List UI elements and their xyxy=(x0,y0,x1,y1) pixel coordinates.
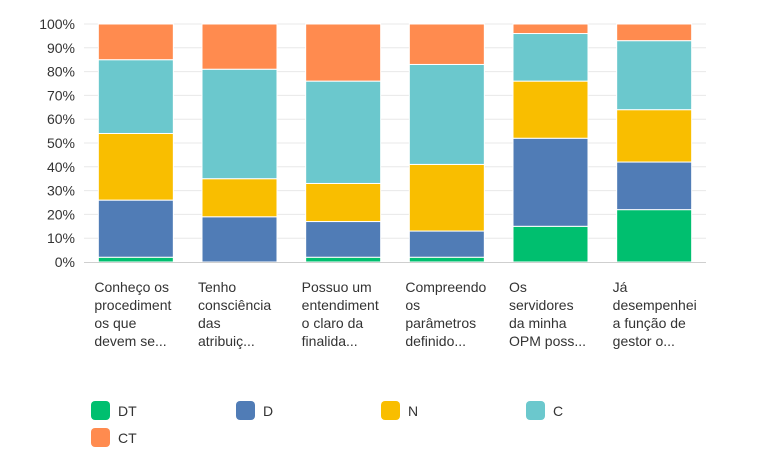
x-category-label-line: desempenhei xyxy=(612,297,697,313)
legend-swatch xyxy=(91,428,110,447)
bar-segment-c[interactable] xyxy=(97,59,174,134)
legend-swatch xyxy=(381,401,400,420)
y-tick-label: 0% xyxy=(55,254,75,270)
x-category-label-line: os que xyxy=(94,315,137,331)
bar-stack xyxy=(97,23,174,263)
x-category-label-line: entendiment xyxy=(301,297,379,313)
x-category-label-line: a função de xyxy=(612,315,686,331)
x-category-label-line: Possuo um xyxy=(301,279,372,295)
x-category-label-line: OPM poss... xyxy=(509,333,587,349)
bar-segment-dt[interactable] xyxy=(408,256,485,263)
legend-swatch xyxy=(91,401,110,420)
y-axis-ticks: 0% 10% 20% 30% 40% 50% 60% 70% 80% 90% 100% xyxy=(39,16,75,270)
legend-item-dt[interactable]: DT xyxy=(91,401,137,420)
x-category-label-line: Os xyxy=(509,279,527,295)
x-category-label: Tenho consciência das atribuiç... xyxy=(198,278,290,350)
bar-segment-dt[interactable] xyxy=(97,256,174,263)
x-category-label-line: consciência xyxy=(198,297,272,313)
legend-item-ct[interactable]: CT xyxy=(91,428,137,447)
y-tick-label: 80% xyxy=(47,64,75,80)
x-category-label: Já desempenhei a função de gestor o... xyxy=(613,278,705,350)
gridlines xyxy=(84,23,706,239)
y-tick-label: 70% xyxy=(47,87,75,103)
bar-segment-d[interactable] xyxy=(201,216,278,263)
y-tick-label: 40% xyxy=(47,159,75,175)
x-category-label-line: devem se... xyxy=(94,333,167,349)
x-category-label: Conheço os procediment os que devem se... xyxy=(94,278,186,350)
bar-segment-n[interactable] xyxy=(512,80,589,139)
bar-segment-d[interactable] xyxy=(97,199,174,258)
x-category-label-line: Compreendo xyxy=(405,279,487,295)
bar-segment-ct[interactable] xyxy=(201,23,278,70)
x-category-label-line: Conheço os xyxy=(94,279,170,295)
x-category-label: Compreendo os parâmetros definido... xyxy=(405,278,497,350)
legend-item-d[interactable]: D xyxy=(236,401,273,420)
bar-segment-n[interactable] xyxy=(616,109,693,163)
x-category-label-line: definido... xyxy=(405,333,467,349)
bar-segment-ct[interactable] xyxy=(512,23,589,35)
x-category-label-line: Tenho xyxy=(198,279,237,295)
bar-segment-ct[interactable] xyxy=(305,23,382,82)
bar-segment-d[interactable] xyxy=(305,221,382,258)
x-category-label: Os servidores da minha OPM poss... xyxy=(509,278,601,350)
bar-segment-dt[interactable] xyxy=(512,225,589,263)
legend-swatch xyxy=(526,401,545,420)
x-category-label-line: os xyxy=(405,297,421,313)
legend-label: D xyxy=(263,402,274,419)
legend-label: CT xyxy=(118,429,137,446)
bar-segment-c[interactable] xyxy=(616,40,693,111)
bar-stack xyxy=(305,23,382,263)
legend-swatch xyxy=(236,401,255,420)
y-tick-label: 100% xyxy=(39,16,75,32)
bar-segment-c[interactable] xyxy=(512,33,589,82)
bar-segment-n[interactable] xyxy=(97,132,174,201)
bar-segment-dt[interactable] xyxy=(616,209,693,263)
y-tick-label: 10% xyxy=(47,230,75,246)
bars xyxy=(97,23,693,263)
y-tick-label: 30% xyxy=(47,183,75,199)
x-category-label-line: o claro da xyxy=(301,315,364,331)
bar-segment-ct[interactable] xyxy=(408,23,485,65)
bar-segment-n[interactable] xyxy=(201,178,278,218)
bar-segment-c[interactable] xyxy=(201,68,278,180)
y-tick-label: 90% xyxy=(47,40,75,56)
x-category-label-line: parâmetros xyxy=(405,315,477,331)
bar-stack xyxy=(201,23,278,263)
x-category-label-line: da minha xyxy=(509,315,567,331)
bar-segment-ct[interactable] xyxy=(616,23,693,42)
x-category-label-line: das xyxy=(198,315,221,331)
bar-segment-d[interactable] xyxy=(512,137,589,227)
bar-segment-d[interactable] xyxy=(408,230,485,258)
x-category-label-line: procediment xyxy=(94,297,172,313)
bar-segment-d[interactable] xyxy=(616,161,693,211)
x-category-label: Possuo um entendiment o claro da finalida..… xyxy=(302,278,394,350)
y-tick-label: 20% xyxy=(47,206,75,222)
x-category-label-line: atribuiç... xyxy=(198,333,255,349)
legend-item-n[interactable]: N xyxy=(381,401,418,420)
legend-item-c[interactable]: C xyxy=(526,401,563,420)
bar-segment-dt[interactable] xyxy=(305,256,382,263)
x-category-label-line: Já xyxy=(612,279,628,295)
bar-stack xyxy=(408,23,485,263)
x-category-label-line: servidores xyxy=(509,297,574,313)
legend-label: DT xyxy=(118,402,137,419)
bar-segment-ct[interactable] xyxy=(97,23,174,61)
y-tick-label: 50% xyxy=(47,135,75,151)
x-category-label-line: gestor o... xyxy=(612,333,675,349)
bar-segment-n[interactable] xyxy=(305,182,382,223)
bar-segment-n[interactable] xyxy=(408,163,485,232)
y-tick-label: 60% xyxy=(47,111,75,127)
bar-stack xyxy=(512,23,589,263)
legend-label: N xyxy=(408,402,419,419)
bar-segment-c[interactable] xyxy=(408,63,485,165)
bar-segment-c[interactable] xyxy=(305,80,382,184)
legend-label: C xyxy=(553,402,564,419)
x-category-label-line: finalida... xyxy=(301,333,358,349)
bar-stack xyxy=(616,23,693,263)
